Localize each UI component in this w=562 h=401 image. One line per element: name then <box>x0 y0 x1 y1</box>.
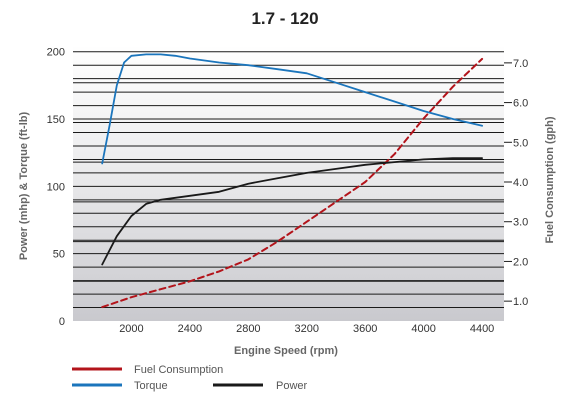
tick-labels: 2000 2400 2800 3200 3600 4000 4400 0 50 100 150 200… <box>47 47 529 335</box>
y-axis-right-label: Fuel Consumption (gph) <box>544 116 556 243</box>
y-right-tick-label: 1.0 <box>513 296 528 308</box>
x-tick-label: 2000 <box>119 323 143 335</box>
y-left-tick-label: 100 <box>47 181 65 193</box>
power-line <box>101 157 483 266</box>
legend-label-torque: Torque <box>134 380 168 392</box>
chart-title: 1.7 - 120 <box>251 9 318 28</box>
x-tick-label: 2400 <box>178 323 202 335</box>
legend-label-fuel-consumption: Fuel Consumption <box>134 364 223 376</box>
y-left-tick-label: 0 <box>59 316 65 328</box>
y-right-tick-label: 4.0 <box>513 177 528 189</box>
legend-label-power: Power <box>276 380 308 392</box>
series-lines <box>101 53 484 309</box>
x-tick-label: 3200 <box>295 323 319 335</box>
y-left-tick-label: 200 <box>47 47 65 59</box>
plot-area <box>73 45 504 321</box>
fuel-consumption-line <box>101 57 484 309</box>
legend: Fuel Consumption Torque Power <box>72 364 308 392</box>
y-right-tick-label: 3.0 <box>513 217 528 229</box>
y-left-tick-label: 50 <box>53 249 65 261</box>
y-right-tick-label: 6.0 <box>513 98 528 110</box>
y-axis-left-label: Power (mhp) & Torque (ft-lb) <box>18 112 30 261</box>
x-tick-label: 4000 <box>411 323 435 335</box>
x-tick-label: 2800 <box>236 323 260 335</box>
x-tick-label: 3600 <box>353 323 377 335</box>
x-tick-label: 4400 <box>470 323 494 335</box>
gridlines <box>73 51 512 309</box>
y-left-tick-label: 150 <box>47 114 65 126</box>
torque-line <box>101 53 483 165</box>
y-right-tick-label: 2.0 <box>513 256 528 268</box>
x-axis-label: Engine Speed (rpm) <box>234 345 338 357</box>
y-right-tick-label: 7.0 <box>513 58 528 70</box>
y-right-tick-label: 5.0 <box>513 137 528 149</box>
